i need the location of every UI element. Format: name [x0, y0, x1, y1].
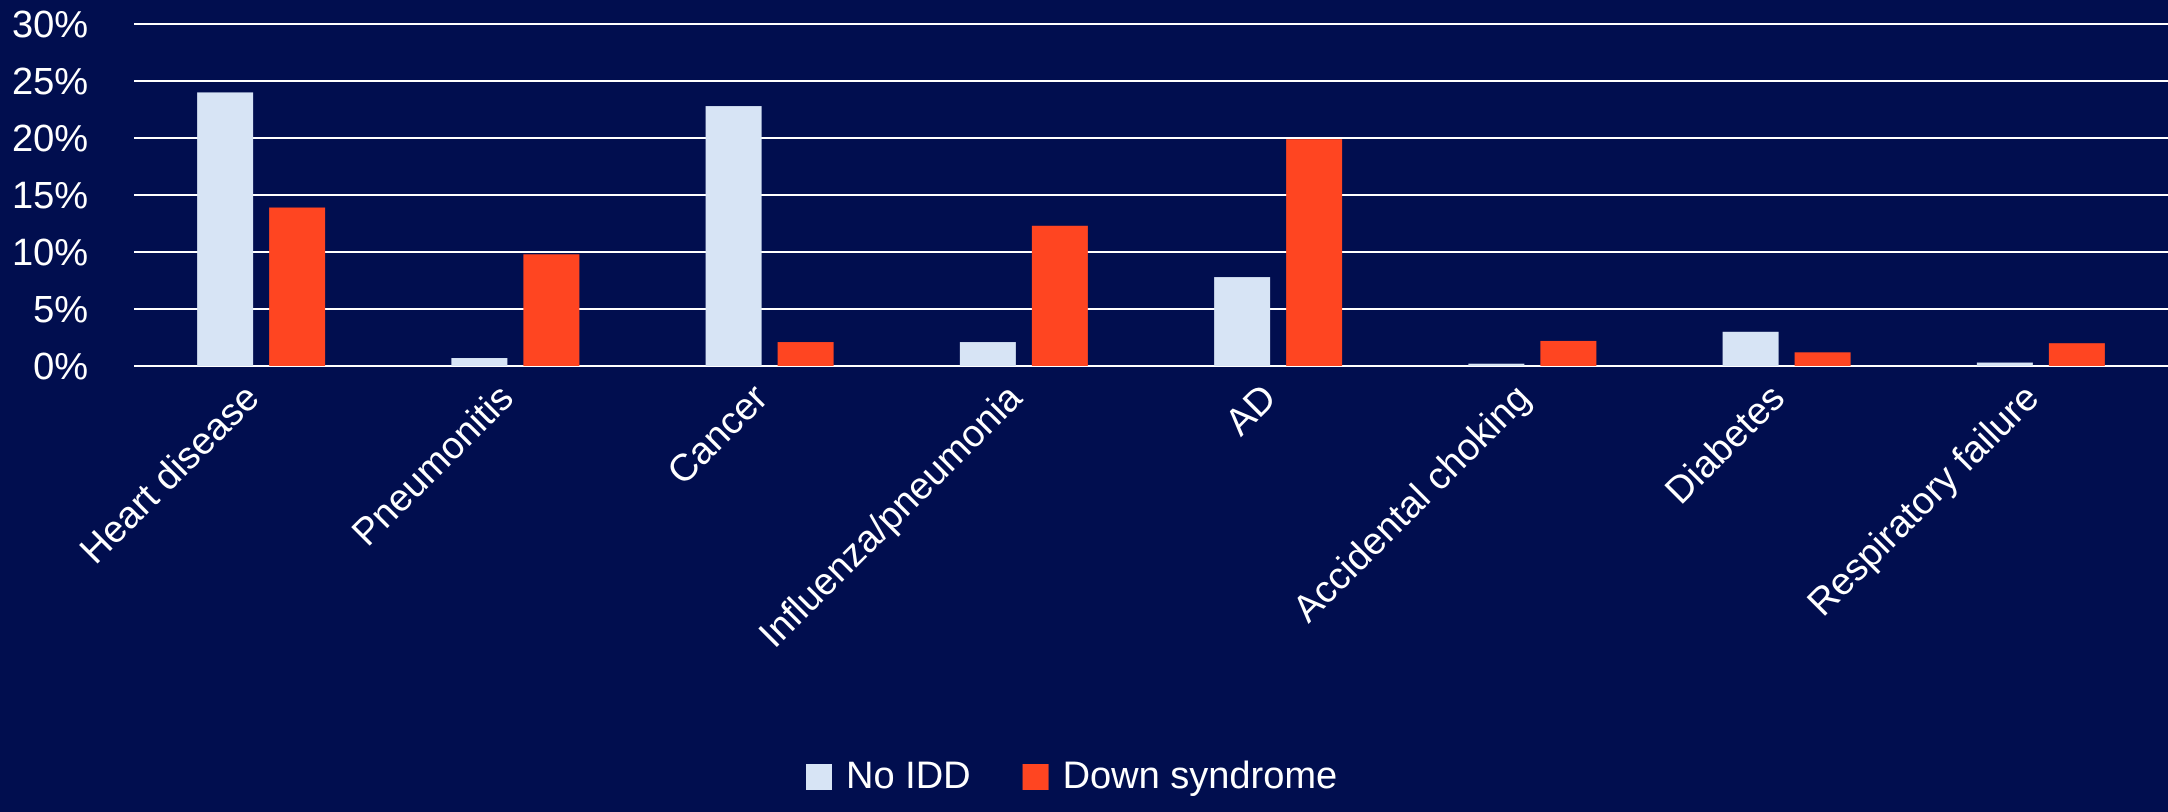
- bar: [777, 342, 834, 366]
- bar: [1031, 225, 1088, 366]
- y-tick-label: 10%: [12, 232, 88, 274]
- x-category-label: Respiratory failure: [1800, 377, 2048, 625]
- x-category-label: Cancer: [660, 376, 777, 493]
- x-category-label: Pneumonitis: [344, 377, 522, 555]
- bar: [197, 92, 254, 367]
- y-tick-label: 30%: [12, 4, 88, 46]
- x-category-label: Accidental choking: [1285, 377, 1539, 631]
- y-tick-label: 20%: [12, 118, 88, 160]
- bar: [451, 358, 508, 366]
- y-tick-label: 5%: [33, 289, 88, 331]
- y-tick-label: 25%: [12, 61, 88, 103]
- legend-label: Down syndrome: [1063, 755, 1338, 797]
- bar: [1214, 277, 1271, 366]
- x-category-label: Influenza/pneumonia: [751, 376, 1031, 656]
- legend-swatch: [1022, 764, 1049, 790]
- bar: [2048, 343, 2105, 366]
- bar: [523, 254, 580, 366]
- x-axis-category-labels: Heart disease Pneumonitis CancerInfluenza/…: [72, 376, 2047, 656]
- legend: No IDD Down syndrome: [806, 755, 1337, 797]
- bar: [1468, 363, 1525, 366]
- legend-swatch: [806, 764, 832, 790]
- bars: [197, 92, 2105, 367]
- bar: [959, 342, 1016, 366]
- y-tick-label: 15%: [12, 175, 88, 217]
- x-category-label: AD: [1217, 377, 1284, 444]
- bar: [1794, 352, 1851, 366]
- x-category-label: Heart disease: [72, 377, 267, 572]
- x-category-label: Diabetes: [1657, 377, 1793, 513]
- bar: [1722, 331, 1779, 366]
- bar: [705, 106, 762, 366]
- y-tick-label: 0%: [33, 346, 88, 388]
- gridlines: [134, 23, 2168, 367]
- legend-label: No IDD: [846, 755, 971, 797]
- y-axis-tick-labels: 0% 5% 10% 15% 20% 25% 30%: [12, 4, 88, 388]
- bar: [1286, 139, 1343, 366]
- bar: [269, 207, 326, 366]
- bar: [1540, 340, 1597, 366]
- bar: [1976, 362, 2033, 366]
